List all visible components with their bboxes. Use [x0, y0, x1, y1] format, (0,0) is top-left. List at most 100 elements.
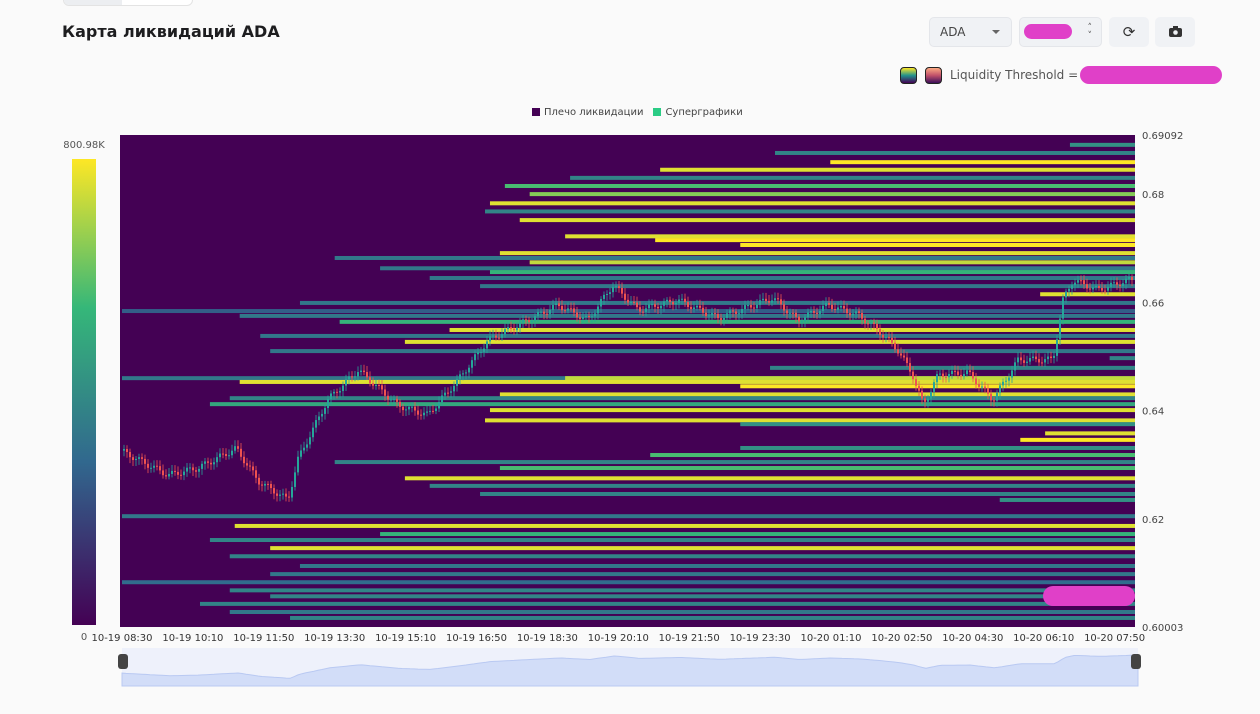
candle-body: [276, 493, 278, 496]
candle-body: [411, 406, 413, 408]
candle-body: [720, 318, 722, 320]
candle-body: [735, 311, 737, 314]
candle-body: [828, 303, 830, 305]
liquidation-band: [1109, 356, 1135, 361]
viridis-palette-button[interactable]: [900, 66, 917, 84]
candle-body: [891, 337, 893, 343]
legend-item[interactable]: Плечо ликвидации: [532, 107, 643, 118]
candle-body: [639, 307, 641, 312]
candle-body: [387, 395, 389, 400]
candle-body: [648, 304, 650, 309]
candle-body: [162, 470, 164, 476]
candle-body: [882, 334, 884, 338]
candle-body: [993, 400, 995, 402]
y-tick-label: 0.68: [1142, 190, 1164, 201]
candle-body: [243, 456, 245, 464]
candle-body: [1083, 280, 1085, 285]
candle-body: [702, 307, 704, 313]
candle-body: [612, 286, 614, 293]
liquidation-band: [650, 453, 1135, 458]
refresh-button[interactable]: ⟳: [1109, 17, 1149, 47]
candle-body: [831, 304, 833, 310]
candle-body: [789, 312, 791, 314]
data-zoom-slider[interactable]: [118, 648, 1141, 687]
candle-body: [324, 408, 326, 414]
candle-body: [759, 300, 761, 305]
x-tick-label: 10-19 20:10: [588, 633, 649, 644]
candle-body: [213, 462, 215, 465]
candle-body: [996, 392, 998, 401]
y-tick-label: 0.64: [1142, 407, 1164, 418]
candle-body: [978, 384, 980, 387]
liquidation-band: [774, 150, 1135, 155]
candle-body: [948, 374, 950, 378]
screenshot-button[interactable]: [1155, 17, 1195, 47]
liquidation-band: [270, 594, 1135, 599]
legend-item[interactable]: Суперграфики: [653, 107, 743, 118]
candle-body: [186, 467, 188, 472]
liquidation-band: [229, 396, 1135, 401]
candle-body: [288, 496, 290, 498]
candle-body: [810, 310, 812, 313]
slider-right-handle[interactable]: [1131, 654, 1141, 669]
candle-body: [678, 299, 680, 304]
candle-body: [975, 378, 977, 385]
slider-left-handle[interactable]: [118, 654, 128, 669]
magma-palette-button[interactable]: [925, 66, 942, 84]
candle-body: [888, 337, 890, 339]
liquidation-band: [429, 276, 1135, 281]
candle-body: [390, 399, 392, 401]
candle-body: [270, 483, 272, 489]
x-tick-label: 10-20 07:50: [1084, 633, 1145, 644]
candle-body: [303, 447, 305, 451]
candle-body: [972, 372, 974, 379]
candle-body: [1005, 380, 1007, 382]
liquidation-band: [499, 466, 1136, 471]
candle-body: [519, 322, 521, 328]
candle-body: [429, 410, 431, 412]
candle-body: [687, 302, 689, 307]
candle-body: [291, 486, 293, 498]
candle-body: [246, 463, 248, 466]
liquidation-band: [122, 514, 1135, 519]
x-tick-label: 10-20 02:50: [871, 633, 932, 644]
candle-body: [450, 391, 452, 393]
candle-body: [846, 308, 848, 314]
candle-body: [981, 386, 983, 388]
liquidation-band: [260, 333, 1135, 338]
liquidation-band: [299, 300, 1136, 305]
liquidation-band: [740, 242, 1135, 247]
candle-body: [423, 412, 425, 416]
candle-body: [396, 398, 398, 402]
liquidation-band: [565, 234, 1135, 239]
candle-body: [1125, 278, 1127, 284]
liquidation-band: [404, 476, 1135, 481]
symbol-select[interactable]: ADA: [929, 17, 1012, 47]
candle-body: [666, 299, 668, 302]
liquidation-band: [485, 418, 1135, 423]
candle-body: [480, 351, 482, 353]
candle-body: [777, 298, 779, 300]
candle-body: [594, 313, 596, 317]
candle-body: [723, 317, 725, 320]
liquidation-band: [655, 238, 1135, 243]
value-stepper-input[interactable]: ˄ ˅: [1019, 17, 1102, 47]
candle-body: [840, 306, 842, 308]
candle-body: [177, 471, 179, 475]
liquidation-band: [209, 402, 1135, 407]
candle-body: [816, 312, 818, 314]
candle-body: [906, 357, 908, 364]
liquidation-band: [229, 588, 1135, 593]
candle-body: [693, 307, 695, 310]
candle-body: [537, 311, 539, 317]
candle-body: [1026, 361, 1028, 363]
y-tick-label: 0.60003: [1142, 623, 1183, 634]
x-tick-label: 10-19 18:30: [517, 633, 578, 644]
stepper-arrows-icon[interactable]: ˄ ˅: [1087, 23, 1093, 41]
liquidation-band: [334, 255, 1135, 260]
liquidation-band: [270, 349, 1135, 354]
candle-body: [456, 378, 458, 386]
candle-body: [1071, 285, 1073, 289]
x-tick-label: 10-19 10:10: [162, 633, 223, 644]
